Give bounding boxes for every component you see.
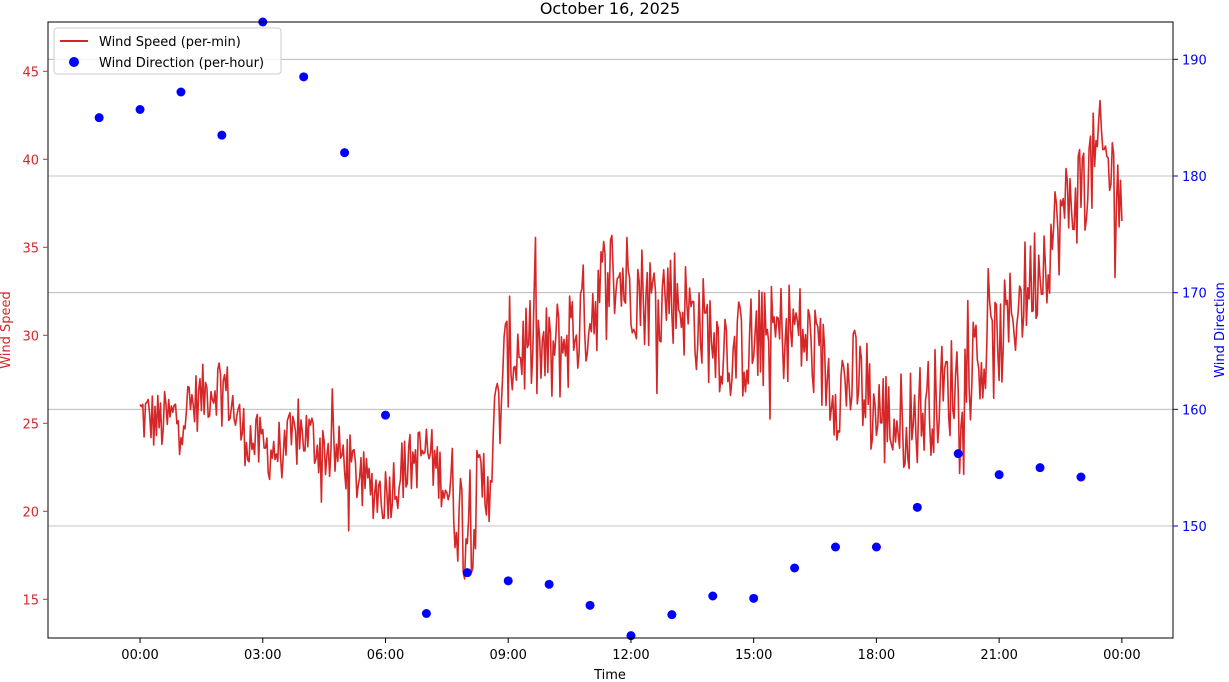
wind-direction-point (421, 609, 431, 618)
left-tick-label: 40 (22, 153, 39, 168)
wind-direction-point (912, 502, 922, 512)
left-tick-label: 35 (22, 241, 39, 256)
left-tick-label: 30 (22, 329, 39, 344)
x-tick-label: 09:00 (489, 648, 526, 663)
left-axis-label: Wind Speed (0, 291, 14, 369)
left-tick-label: 45 (22, 65, 39, 80)
legend-box (53, 27, 282, 75)
x-tick-label: 15:00 (735, 648, 772, 663)
x-tick-label: 18:00 (858, 648, 895, 663)
wind-direction-point (340, 148, 350, 158)
wind-direction-point (953, 449, 963, 459)
x-tick-label: 00:00 (1103, 648, 1140, 663)
wind-direction-point (1076, 472, 1086, 482)
legend: Wind Speed (per-min) Wind Direction (per… (53, 27, 282, 75)
legend-direction-label: Wind Direction (per-hour) (99, 56, 264, 71)
legend-marker-swatch (69, 57, 79, 67)
wind-direction-point (790, 563, 800, 573)
wind-direction-point (299, 72, 309, 82)
wind-speed-line (139, 99, 1123, 580)
x-tick-label: 03:00 (244, 648, 281, 663)
wind-direction-point (544, 579, 554, 589)
wind-direction-point (1035, 463, 1045, 473)
wind-direction-point (749, 593, 759, 603)
x-tick-label: 12:00 (612, 648, 649, 663)
wind-direction-point (381, 410, 390, 420)
x-tick-label: 00:00 (121, 648, 158, 663)
legend-speed-label: Wind Speed (per-min) (99, 35, 241, 50)
right-tick-label: 190 (1182, 53, 1207, 68)
right-axis-ticks: 150 160 170 180 190 (1173, 53, 1207, 535)
x-tick-label: 06:00 (367, 648, 404, 663)
wind-direction-point (667, 610, 677, 620)
right-tick-label: 150 (1182, 520, 1207, 535)
wind-direction-point (994, 470, 1004, 480)
wind-direction-point (708, 591, 718, 601)
wind-direction-point (462, 568, 472, 578)
left-tick-label: 15 (22, 593, 39, 608)
right-tick-label: 180 (1182, 170, 1207, 185)
wind-direction-point (503, 576, 513, 586)
wind-direction-point (176, 87, 186, 97)
wind-direction-point (831, 542, 840, 552)
x-tick-label: 21:00 (980, 648, 1017, 663)
left-axis-ticks: 15 20 25 30 35 40 45 (22, 65, 48, 608)
left-tick-label: 20 (22, 505, 39, 520)
plot-frame (47, 21, 1174, 639)
wind-direction-point (217, 130, 227, 140)
x-axis-ticks: 00:00 03:00 06:00 09:00 12:00 15:00 18:00 21:00… (121, 638, 1141, 663)
wind-speed-series (139, 99, 1123, 580)
wind-direction-point (585, 600, 595, 610)
chart-title: October 16, 2025 (540, 0, 680, 18)
wind-direction-series (94, 17, 1086, 641)
wind-direction-point (135, 105, 145, 114)
x-axis-label: Time (593, 668, 626, 682)
right-tick-label: 160 (1182, 403, 1207, 418)
wind-direction-point (871, 542, 881, 552)
left-tick-label: 25 (22, 417, 39, 432)
right-axis-label: Wind Direction (1213, 282, 1228, 378)
right-tick-label: 170 (1182, 287, 1207, 302)
wind-direction-point (94, 113, 104, 123)
